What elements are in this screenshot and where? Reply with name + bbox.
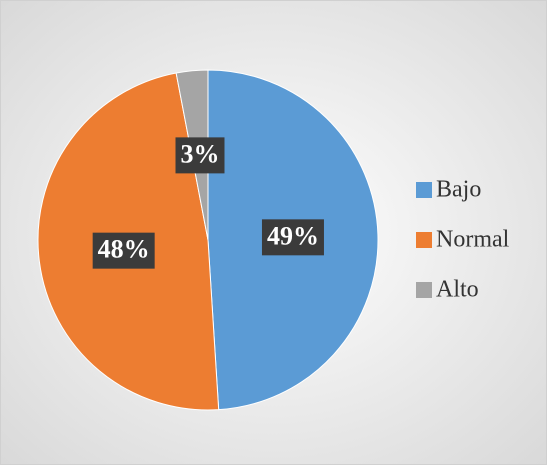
legend: Bajo Normal Alto bbox=[416, 177, 510, 303]
data-label-box bbox=[175, 137, 225, 174]
data-label-box bbox=[261, 219, 324, 256]
legend-swatch bbox=[416, 182, 432, 198]
data-label-box bbox=[92, 232, 155, 269]
pie bbox=[37, 69, 379, 411]
data-label: 49% bbox=[267, 221, 319, 250]
legend-label: Normal bbox=[436, 227, 510, 253]
legend-label: Bajo bbox=[436, 177, 481, 203]
data-label: 48% bbox=[98, 235, 150, 264]
legend-label: Alto bbox=[436, 277, 479, 303]
data-label: 3% bbox=[181, 139, 220, 168]
data-labels: 49% 48% 3% bbox=[92, 137, 324, 269]
legend-swatch bbox=[416, 282, 432, 298]
legend-swatch bbox=[416, 232, 432, 248]
